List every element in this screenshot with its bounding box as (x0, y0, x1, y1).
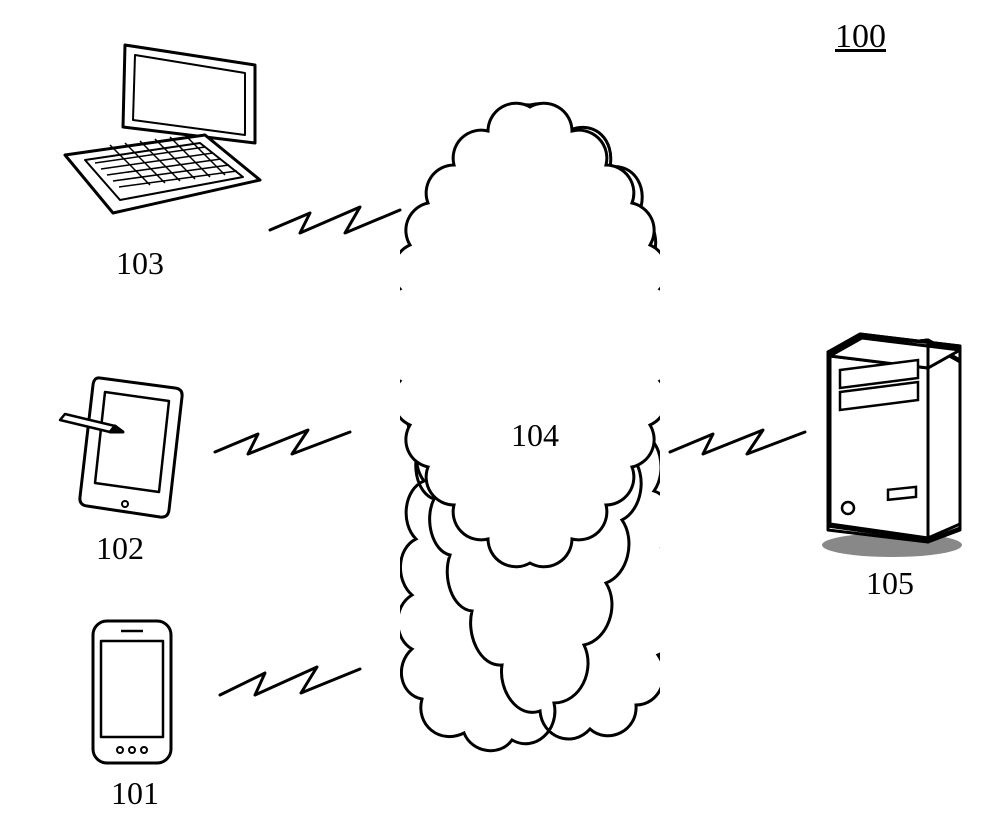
smartphone-icon (85, 615, 180, 770)
bolt-tablet-cloud (210, 420, 355, 475)
bolt-laptop-cloud (265, 195, 405, 255)
smartphone-label: 101 (85, 775, 185, 812)
bolt-cloud-server (665, 420, 810, 475)
bolt-phone-cloud (215, 655, 365, 715)
tablet-icon (55, 370, 195, 530)
cloud-label: 104 (485, 417, 585, 454)
server-label: 105 (840, 565, 940, 602)
laptop-icon (55, 35, 275, 235)
diagram-stage: 100 103 (0, 0, 1000, 825)
tablet-label: 102 (70, 530, 170, 567)
laptop-label: 103 (90, 245, 190, 282)
server-icon (810, 320, 975, 560)
figure-label: 100 (835, 18, 886, 56)
